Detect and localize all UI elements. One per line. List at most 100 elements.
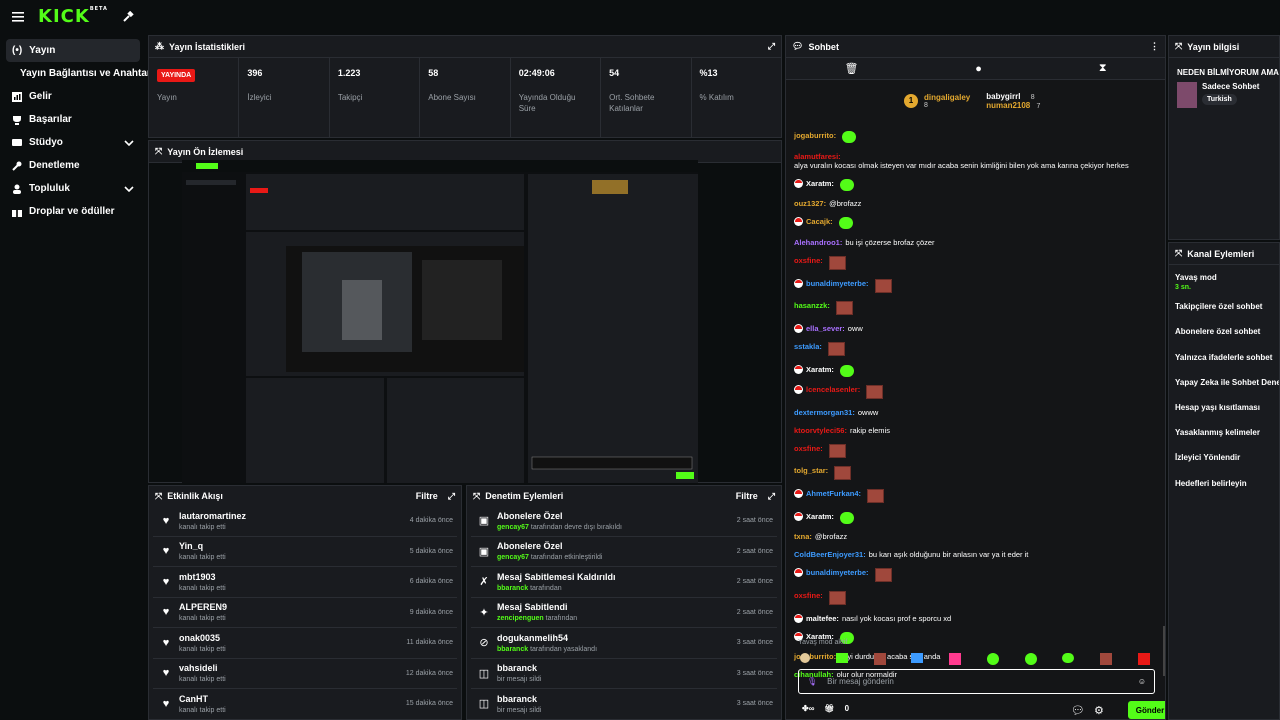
channel-action-item[interactable]: Yalnızca ifadelerle sohbet [1175, 352, 1273, 362]
activity-row[interactable]: ♥ ALPEREN9 kanalı takip etti 9 dakika önc… [153, 598, 457, 628]
chat-message[interactable]: alamutfaresi: alya vuralın kocası olmak i… [794, 151, 1129, 170]
hourglass-icon[interactable]: ⧗ [1098, 62, 1107, 74]
channel-action-item[interactable]: Yapay Zeka ile Sohbet Denetimi [1175, 377, 1280, 387]
emote [874, 278, 892, 293]
popout-icon[interactable]: ⤢ [767, 41, 775, 51]
chat-message[interactable]: ouz1327: @brofazz [794, 199, 862, 209]
sidebar-item-basarilar[interactable]: Başarılar [6, 108, 140, 131]
emote[interactable] [986, 653, 999, 665]
stat-chatters: 54 Ort. Sohbete Katılanlar [601, 58, 692, 137]
sidebar-item-gelir[interactable]: Gelir [6, 85, 140, 108]
emote[interactable] [949, 653, 962, 665]
gift-icon[interactable]: 🎁︎ [824, 704, 835, 713]
mic-icon[interactable]: 🎙︎ [807, 677, 818, 686]
sidebar-item-denetleme[interactable]: Denetleme [6, 154, 140, 177]
chat-message[interactable]: maltefee: nasıl yok kocası prof e sporcu … [794, 613, 1149, 623]
channel-action-item[interactable]: İzleyici Yönlendir [1175, 453, 1241, 463]
emoji-icon[interactable]: ☺ [1137, 677, 1146, 686]
language-tag[interactable]: Turkish [1202, 94, 1237, 105]
moderation-row[interactable]: ✗ Mesaj Sabitlemesi Kaldırıldı bbaranck t… [471, 567, 777, 598]
popout-icon[interactable]: ⤢ [447, 490, 455, 501]
emote[interactable] [1062, 653, 1075, 663]
chat-message[interactable]: AhmetFurkan4: [794, 489, 1149, 504]
emote[interactable] [911, 653, 924, 663]
gear-icon[interactable]: ⚙ [1094, 705, 1104, 717]
chat-message[interactable]: bunaldimyeterbe: [794, 278, 1149, 293]
menu-icon[interactable] [12, 11, 24, 22]
chat-message[interactable]: oxsfine: [794, 590, 1149, 605]
chat-message[interactable]: Xaratm: [794, 364, 1149, 377]
chat-settings-icon[interactable]: 💬︎ [1071, 705, 1085, 717]
chat-message[interactable]: Alehandroo1: bu işi çözerse brofaz çözer [794, 238, 935, 248]
chevron-down-icon[interactable] [124, 139, 134, 146]
chat-message[interactable]: Xaratm: [794, 511, 1149, 524]
emote[interactable] [873, 653, 886, 665]
chat-message[interactable]: oxsfine: [794, 443, 1149, 458]
stream-preview-video[interactable] [182, 160, 698, 483]
emote[interactable] [1100, 653, 1113, 665]
emote[interactable] [800, 653, 810, 663]
activity-row[interactable]: ♥ Yin_q kanalı takip etti 5 dakika önce [153, 537, 457, 567]
chat-bubble-icon[interactable]: ● [975, 62, 982, 75]
sidebar-item-studyo[interactable]: Stüdyo [6, 131, 140, 154]
chat-message[interactable]: Cacajk: [794, 217, 1149, 230]
chat-scrollbar[interactable] [1163, 626, 1165, 676]
send-button[interactable]: Gönder [1128, 701, 1165, 719]
chat-message[interactable]: dextermorgan31: owww [794, 407, 879, 417]
channel-action-item[interactable]: Hedefleri belirleyin [1175, 478, 1247, 488]
points-icon[interactable]: ✤∞ [802, 704, 815, 713]
chat-message[interactable]: lcencelasenler: [794, 385, 1149, 400]
moderation-row[interactable]: ▣ Abonelere Özel gencay67 tarafından devr… [471, 506, 777, 537]
activity-row[interactable]: ♥ vahsideli kanalı takip etti 12 dakika ö… [153, 659, 457, 689]
trash-icon: ◫ [478, 698, 490, 711]
emote[interactable] [1024, 653, 1037, 665]
chat-message[interactable]: txna: @brofazz [794, 532, 848, 542]
chat-message[interactable]: jogaburrito: neyi durdurdu acaba son anda [794, 652, 941, 662]
popout-icon[interactable]: ⤢ [767, 490, 775, 501]
moderation-row[interactable]: ▣ Abonelere Özel gencay67 tarafından etki… [471, 537, 777, 567]
moderation-row[interactable]: ◫ bbaranck bir mesajı sildi 3 saat önce [471, 689, 777, 719]
emote[interactable] [835, 653, 848, 663]
chat-message[interactable]: Xaratm: [794, 178, 1149, 191]
chat-message[interactable]: Xaratm: [794, 631, 1149, 644]
moderation-row[interactable]: ◫ bbaranck bir mesajı sildi 3 saat önce [471, 659, 777, 689]
category-name[interactable]: Sadece Sohbet [1202, 82, 1260, 91]
activity-row[interactable]: ♥ CanHT kanalı takip etti 15 dakika önce [153, 689, 457, 719]
chevron-down-icon[interactable] [124, 185, 134, 192]
sidebar-item-stream-key[interactable]: Yayın Bağlantısı ve Anahtarı [20, 68, 154, 79]
stream-title: NEDEN BİLMİYORUM AMA [1177, 68, 1279, 77]
moderation-row[interactable]: ✦ Mesaj Sabitlendi zencipenguen tarafında… [471, 598, 777, 628]
trash-icon[interactable]: 🗑︎ [844, 63, 859, 75]
activity-filter-button[interactable]: Filtre [415, 491, 438, 501]
chat-message[interactable]: oxsfine: [794, 255, 1149, 270]
chat-message[interactable]: ktoorvtyleci56: rakip elemis [794, 425, 890, 435]
channel-action-item[interactable]: Hesap yaşı kısıtlaması [1175, 403, 1260, 413]
channel-action-item[interactable]: Takipçilere özel sohbet [1175, 302, 1263, 312]
emote[interactable] [1137, 653, 1150, 665]
sidebar-item-topluluk[interactable]: Topluluk [6, 177, 140, 200]
moderation-filter-button[interactable]: Filtre [735, 491, 758, 501]
chat-message[interactable]: cihanullah: olur olur normaldir [794, 670, 898, 680]
hammer-icon[interactable] [122, 10, 134, 23]
more-icon[interactable]: ⋮ [1150, 41, 1159, 51]
channel-action-item[interactable]: Yasaklanmış kelimeler [1175, 428, 1260, 438]
chat-message[interactable]: ella_sever: oww [794, 324, 1149, 333]
chat-message[interactable]: ColdBeerEnjoyer31: bu karı aşık olduğunu … [794, 550, 1029, 560]
moderation-row[interactable]: ⊘ dogukanmelih54 bbaranck tarafından yasa… [471, 628, 777, 659]
chat-message[interactable]: bunaldimyeterbe: [794, 568, 1149, 583]
kick-logo[interactable]: KICKBETA [38, 6, 108, 27]
heart-icon: ♥ [162, 697, 170, 710]
chat-input[interactable]: 🎙︎ Bir mesaj gönderin ☺ [798, 669, 1155, 694]
channel-action-item[interactable]: Yavaş mod 3 sn. [1175, 272, 1217, 291]
activity-row[interactable]: ♥ mbt1903 kanalı takip etti 6 dakika önce [153, 567, 457, 598]
chat-message[interactable]: tolg_star: [794, 466, 1149, 481]
category-thumbnail[interactable] [1177, 82, 1197, 108]
chat-message[interactable]: sstakla: [794, 341, 1149, 356]
sidebar-item-yayin[interactable]: (•) Yayın [6, 39, 140, 62]
chat-message[interactable]: hasanzzk: [794, 301, 1149, 316]
activity-row[interactable]: ♥ lautaromartinez kanalı takip etti 4 dak… [153, 506, 457, 537]
activity-row[interactable]: ♥ onak0035 kanalı takip etti 11 dakika ön… [153, 628, 457, 659]
sidebar-item-droplar[interactable]: Droplar ve ödüller [6, 200, 140, 223]
chat-message[interactable]: jogaburrito: [794, 131, 1149, 143]
channel-action-item[interactable]: Abonelere özel sohbet [1175, 327, 1261, 337]
